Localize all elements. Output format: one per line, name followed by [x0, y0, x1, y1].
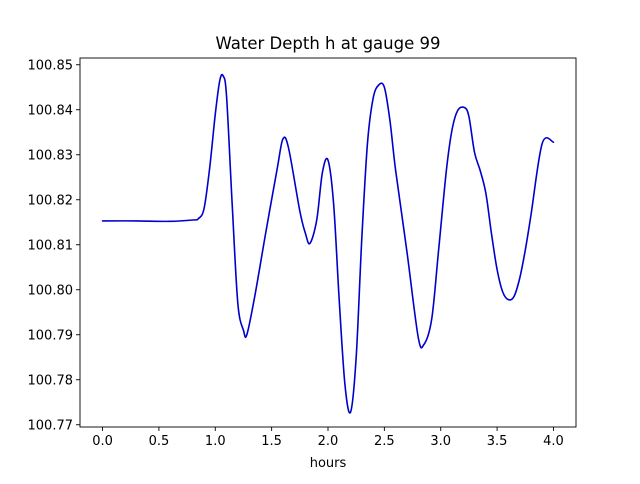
y-tick-label: 100.83 [28, 148, 74, 163]
x-tick-label: 4.0 [543, 434, 564, 449]
y-tick-label: 100.80 [28, 283, 74, 298]
y-tick-label: 100.78 [28, 373, 74, 388]
y-tick-label: 100.82 [28, 193, 74, 208]
x-tick-label: 0.5 [149, 434, 170, 449]
series-line [101, 73, 555, 414]
y-tick-label: 100.79 [28, 328, 74, 343]
y-tick-label: 100.81 [28, 238, 74, 253]
x-tick-label: 0.0 [92, 434, 113, 449]
x-tick-label: 1.5 [261, 434, 282, 449]
y-tick-label: 100.84 [28, 103, 74, 118]
y-tick-label: 100.77 [28, 418, 74, 433]
chart-title: Water Depth h at gauge 99 [216, 34, 441, 53]
x-tick-label: 3.5 [487, 434, 508, 449]
x-tick-label: 1.0 [205, 434, 226, 449]
y-tick-label: 100.85 [28, 58, 74, 73]
x-tick-label: 3.0 [430, 434, 451, 449]
x-tick-label: 2.0 [318, 434, 339, 449]
x-tick-label: 2.5 [374, 434, 395, 449]
plot-area: 0.0 0.5 1.0 1.5 2.0 2.5 3.0 3.5 4.0 100.77 100.78 1… [28, 57, 577, 449]
axes-frame [79, 57, 577, 428]
x-axis-label: hours [310, 456, 347, 471]
